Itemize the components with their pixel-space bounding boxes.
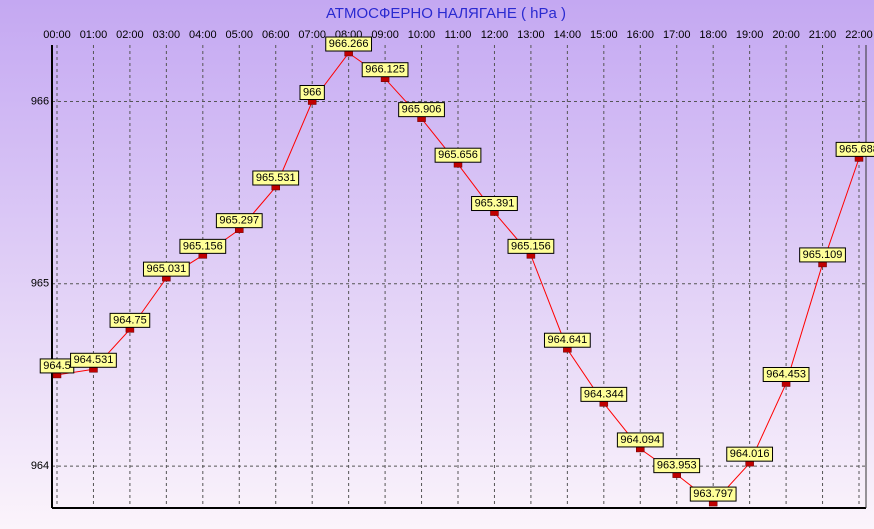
- value-label: 965.391: [475, 197, 515, 209]
- marker: [708, 500, 718, 507]
- marker: [162, 275, 171, 282]
- marker: [89, 367, 98, 373]
- x-tick-label: 19:00: [736, 29, 764, 41]
- x-tick-label: 04:00: [189, 29, 217, 41]
- value-label-box: [361, 62, 409, 78]
- value-label: 965.656: [438, 149, 478, 161]
- value-label: 966.266: [329, 38, 369, 50]
- marker: [854, 156, 864, 162]
- value-label-box: [70, 352, 117, 368]
- value-label-box: [299, 85, 325, 101]
- value-label: 963.797: [693, 488, 733, 500]
- value-label: 966: [303, 86, 321, 98]
- value-label-box: [215, 213, 263, 229]
- marker: [526, 253, 536, 259]
- x-tick-label: 16:00: [627, 29, 655, 41]
- value-label-box: [325, 36, 373, 52]
- value-label: 964.453: [766, 368, 806, 380]
- x-tick-label: 22:00: [845, 29, 873, 41]
- x-tick-label: 07:00: [298, 29, 326, 41]
- value-label: 964.344: [584, 388, 624, 400]
- value-label-box: [142, 261, 190, 277]
- value-label: 965.297: [219, 215, 259, 227]
- marker: [380, 76, 390, 82]
- value-label: 965.531: [256, 172, 296, 184]
- x-tick-label: 05:00: [226, 29, 254, 41]
- value-label-box: [434, 147, 482, 163]
- value-label: 965.156: [183, 240, 223, 252]
- value-label-box: [726, 446, 774, 462]
- value-label: 964.75: [113, 314, 147, 326]
- value-label: 964.094: [620, 434, 660, 446]
- marker: [125, 327, 135, 333]
- x-tick-label: 03:00: [153, 29, 181, 41]
- chart-title: АТМОСФЕРНО НАЛЯГАНЕ ( hPa ): [326, 5, 566, 22]
- plot-area: 964 965 966 00:00 01:00 02:00 03:00 04:00 05:00 0…: [31, 29, 874, 509]
- marker: [599, 401, 609, 407]
- value-label-box: [580, 386, 628, 402]
- marker: [781, 381, 791, 387]
- marker: [198, 253, 208, 259]
- x-tick-label: 06:00: [262, 29, 290, 41]
- marker: [563, 346, 572, 353]
- value-label-box: [252, 170, 300, 186]
- value-label: 964.016: [730, 448, 770, 460]
- value-label-box: [762, 367, 810, 383]
- marker: [636, 446, 645, 453]
- value-label: 966.125: [365, 64, 405, 76]
- value-label-box: [507, 238, 555, 254]
- marker: [235, 227, 244, 233]
- marker: [745, 460, 754, 467]
- marker: [271, 184, 280, 191]
- x-tick-label: 02:00: [116, 29, 144, 41]
- y-tick-label: 966: [31, 95, 49, 107]
- value-label-box: [471, 196, 518, 212]
- x-tick-label: 09:00: [371, 29, 399, 41]
- marker: [52, 372, 62, 379]
- x-tick-label: 14:00: [554, 29, 582, 41]
- x-tick-label: 01:00: [80, 29, 108, 41]
- value-label-box: [689, 486, 737, 502]
- x-tick-label: 10:00: [408, 29, 436, 41]
- x-tick-label: 15:00: [590, 29, 618, 41]
- marker: [453, 161, 463, 168]
- value-label: 965.109: [803, 249, 843, 261]
- marker: [417, 116, 426, 122]
- value-label-box: [616, 432, 664, 448]
- value-label-box: [799, 247, 846, 263]
- value-label-box: [543, 332, 591, 348]
- x-tick-label: 21:00: [809, 29, 837, 41]
- value-label: 964.641: [547, 334, 587, 346]
- marker: [672, 472, 681, 478]
- value-label: 965.688: [839, 143, 874, 155]
- y-tick-label: 965: [31, 278, 49, 290]
- value-label-box: [179, 238, 227, 254]
- value-label: 964.531: [74, 354, 114, 366]
- marker: [490, 210, 499, 216]
- marker: [307, 99, 317, 105]
- value-label: 963.953: [657, 460, 697, 472]
- value-label-box: [835, 141, 874, 157]
- x-tick-label: 20:00: [772, 29, 800, 41]
- marker: [344, 50, 353, 57]
- x-tick-label: 17:00: [663, 29, 691, 41]
- x-tick-label: 13:00: [517, 29, 545, 41]
- value-label-box: [398, 102, 445, 118]
- x-tick-label: 12:00: [481, 29, 509, 41]
- value-label: 964.5: [43, 360, 71, 372]
- value-label: 965.906: [402, 104, 442, 116]
- value-label-box: [109, 312, 151, 328]
- x-tick-label: 00:00: [43, 29, 71, 41]
- x-tick-label: 18:00: [699, 29, 727, 41]
- value-label: 965.156: [511, 240, 551, 252]
- value-label-box: [653, 458, 701, 474]
- marker: [818, 261, 827, 268]
- value-label: 965.031: [146, 263, 186, 275]
- x-tick-label: 11:00: [445, 29, 472, 41]
- y-tick-label: 964: [31, 460, 49, 472]
